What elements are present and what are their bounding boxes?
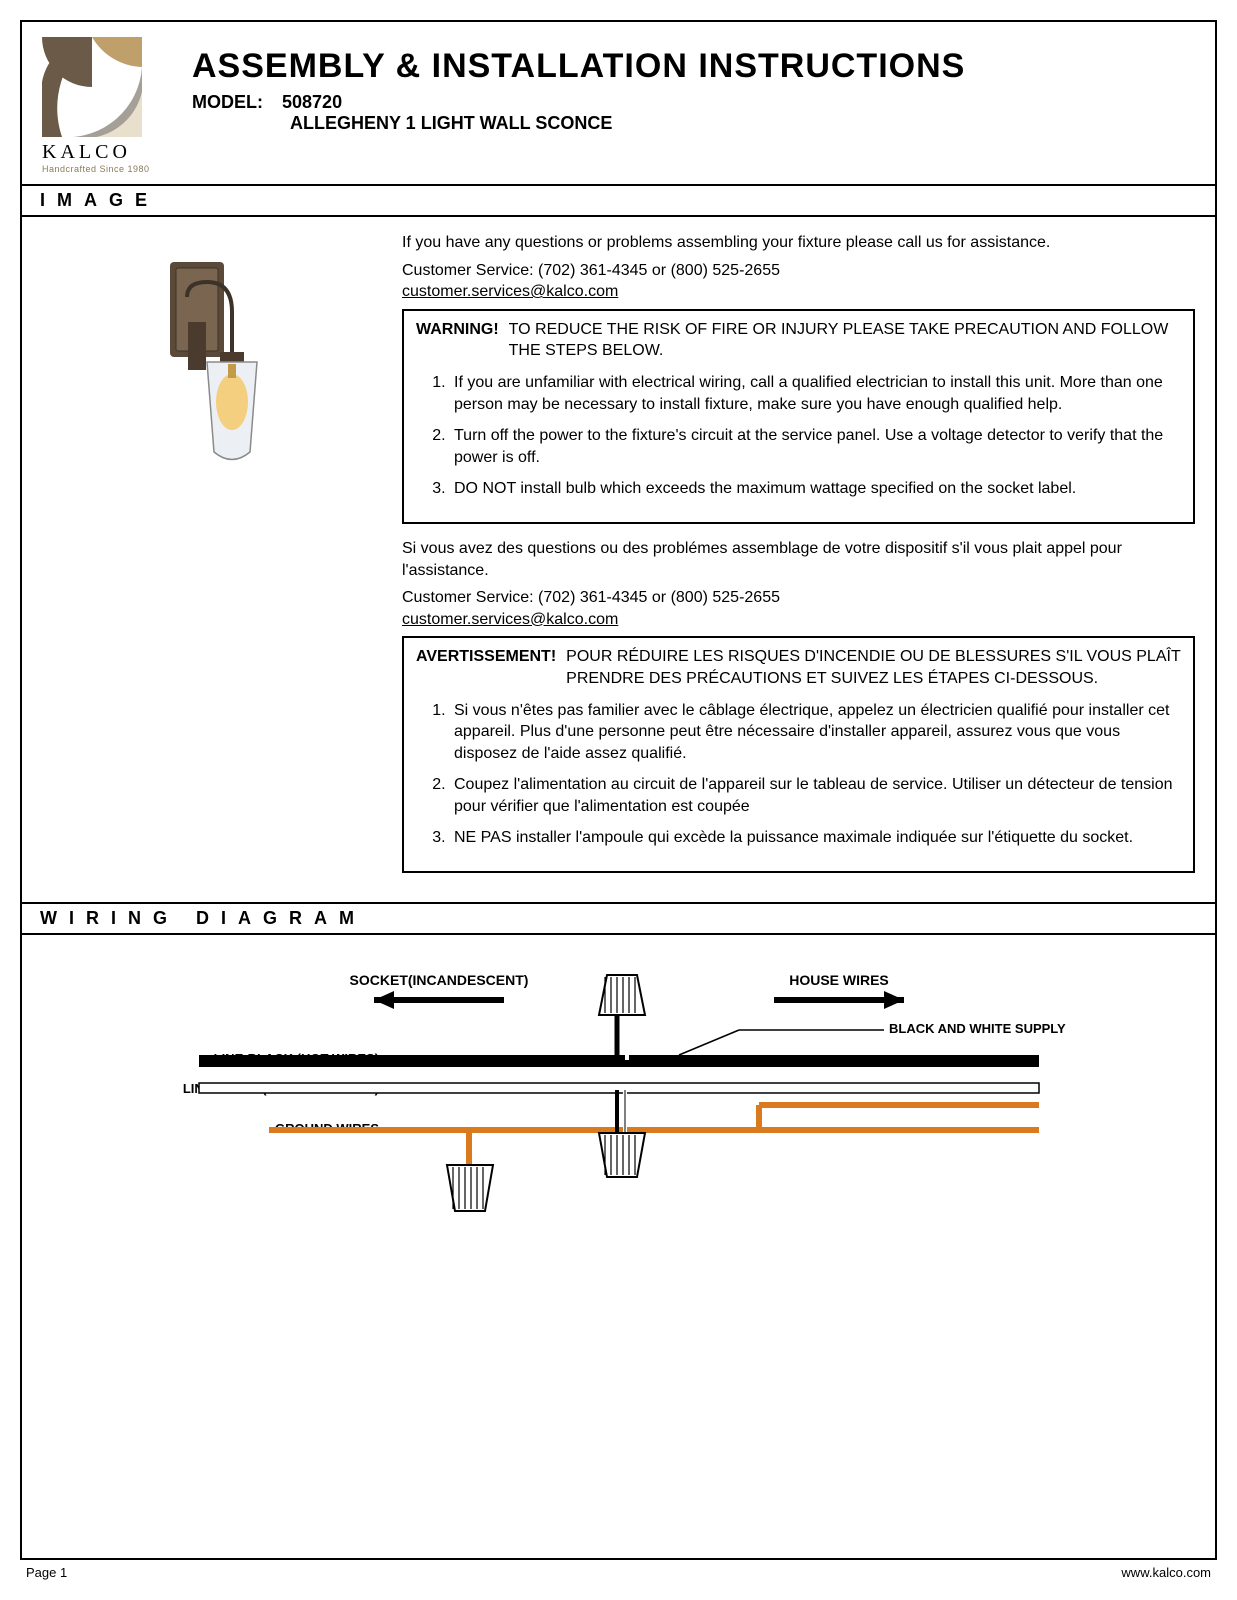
model-label: MODEL: <box>192 92 263 112</box>
product-image-area <box>42 232 382 887</box>
header: KALCO Handcrafted Since 1980 ASSEMBLY & … <box>22 22 1215 184</box>
brand-logo-icon <box>42 37 142 137</box>
label-house: HOUSE WIRES <box>789 972 889 988</box>
step-fr-3: NE PAS installer l'ampoule qui excède la… <box>450 827 1181 849</box>
step-en-3: DO NOT install bulb which exceeds the ma… <box>450 478 1181 500</box>
model-line: MODEL: 508720 <box>192 92 1195 113</box>
section-image-bar: IMAGE <box>22 184 1215 217</box>
warn-text-en: TO REDUCE THE RISK OF FIRE OR INJURY PLE… <box>509 319 1181 362</box>
brand-name: KALCO <box>42 141 172 164</box>
content-row: If you have any questions or problems as… <box>22 217 1215 902</box>
steps-fr: Si vous n'êtes pas familier avec le câbl… <box>416 700 1181 850</box>
step-fr-1: Si vous n'êtes pas familier avec le câbl… <box>450 700 1181 765</box>
step-fr-2: Coupez l'alimentation au circuit de l'ap… <box>450 774 1181 817</box>
step-en-2: Turn off the power to the fixture's circ… <box>450 425 1181 468</box>
product-sconce-icon <box>132 252 292 482</box>
site-url: www.kalco.com <box>1121 1565 1211 1580</box>
page-footer: Page 1 www.kalco.com <box>22 1565 1215 1580</box>
step-en-1: If you are unfamiliar with electrical wi… <box>450 372 1181 415</box>
email-en[interactable]: customer.services@kalco.com <box>402 281 1195 303</box>
title-block: ASSEMBLY & INSTALLATION INSTRUCTIONS MOD… <box>192 37 1195 174</box>
warn-label-en: WARNING! <box>416 319 499 362</box>
model-number: 508720 <box>282 92 342 112</box>
brand-tagline: Handcrafted Since 1980 <box>42 164 172 174</box>
brand-logo-block: KALCO Handcrafted Since 1980 <box>42 37 172 174</box>
product-description: ALLEGHENY 1 LIGHT WALL SCONCE <box>290 113 1195 134</box>
text-column: If you have any questions or problems as… <box>402 232 1195 887</box>
warn-label-fr: AVERTISSEMENT! <box>416 646 556 689</box>
service-line-fr: Customer Service: (702) 361-4345 or (800… <box>402 587 1195 609</box>
label-supply: BLACK AND WHITE SUPPLY <box>889 1021 1066 1036</box>
section-wiring-bar: WIRING DIAGRAM <box>22 902 1215 935</box>
wiring-diagram: SOCKET(INCANDESCENT) HOUSE WIRES BLACK A… <box>22 935 1215 1300</box>
page-title: ASSEMBLY & INSTALLATION INSTRUCTIONS <box>192 47 1195 86</box>
warn-text-fr: POUR RÉDUIRE LES RISQUES D'INCENDIE OU D… <box>566 646 1181 689</box>
email-fr[interactable]: customer.services@kalco.com <box>402 609 1195 631</box>
warning-box-en: WARNING! TO REDUCE THE RISK OF FIRE OR I… <box>402 309 1195 524</box>
page-number: Page 1 <box>26 1565 67 1580</box>
steps-en: If you are unfamiliar with electrical wi… <box>416 372 1181 500</box>
page-frame: KALCO Handcrafted Since 1980 ASSEMBLY & … <box>20 20 1217 1560</box>
service-line-en: Customer Service: (702) 361-4345 or (800… <box>402 260 1195 282</box>
intro-en: If you have any questions or problems as… <box>402 232 1195 254</box>
intro-fr: Si vous avez des questions ou des problé… <box>402 538 1195 581</box>
warning-box-fr: AVERTISSEMENT! POUR RÉDUIRE LES RISQUES … <box>402 636 1195 873</box>
label-socket: SOCKET(INCANDESCENT) <box>349 972 528 988</box>
